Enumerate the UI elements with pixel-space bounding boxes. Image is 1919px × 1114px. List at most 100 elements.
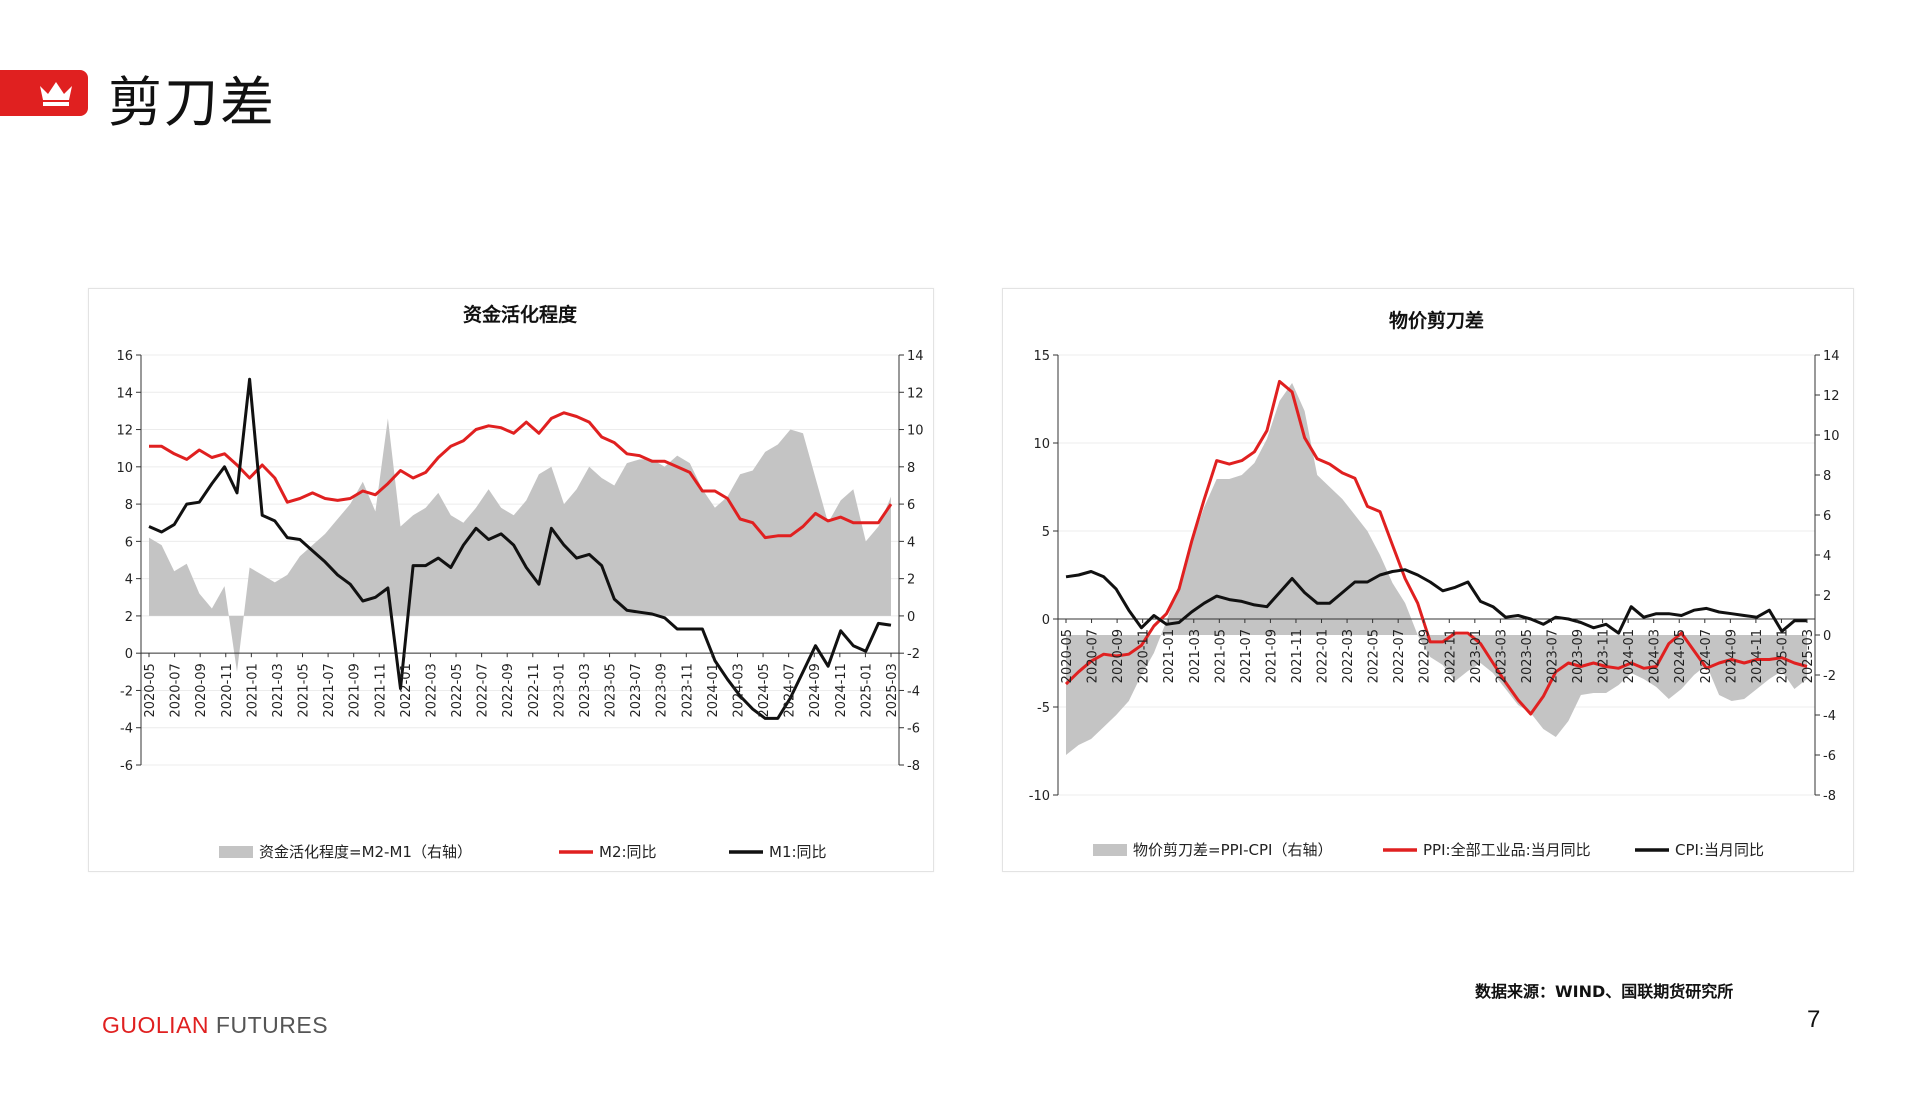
x-tick-label: 2024-07 — [783, 663, 798, 717]
page-number: 7 — [1807, 1006, 1821, 1033]
left-tick-label: 15 — [1033, 349, 1050, 364]
series-area — [149, 418, 891, 672]
right-tick-label: -4 — [1823, 709, 1836, 724]
x-tick-label: 2022-09 — [1418, 629, 1433, 683]
left-tick-label: 0 — [125, 647, 133, 662]
x-tick-label: 2023-11 — [1597, 629, 1612, 683]
x-tick-label: 2022-05 — [1367, 629, 1382, 683]
legend-label: 资金活化程度=M2-M1（右轴） — [259, 843, 472, 861]
x-tick-label: 2023-01 — [1469, 629, 1484, 683]
x-tick-label: 2021-11 — [1290, 629, 1305, 683]
series-line — [1065, 568, 1807, 635]
x-tick-label: 2020-07 — [169, 663, 184, 717]
series-line — [149, 411, 893, 540]
chart-card-fund-activation: 资金活化程度 16 14 12 10 8 6 4 2 0 -2 -4 -6 14 12 10 8 6 4 2 0 -2 -4… — [88, 288, 934, 872]
legend-label: 物价剪刀差=PPI-CPI（右轴） — [1133, 841, 1332, 859]
left-tick-label: 6 — [125, 535, 133, 550]
legend-label: CPI:当月同比 — [1675, 841, 1764, 859]
right-tick-label: -2 — [1823, 669, 1836, 684]
right-tick-label: 2 — [1823, 589, 1831, 604]
x-tick-label: 2023-07 — [629, 663, 644, 717]
x-tick-label: 2025-01 — [1775, 629, 1790, 683]
crown-icon — [40, 82, 72, 106]
legend-label: M2:同比 — [599, 843, 657, 861]
brand-gray: FUTURES — [209, 1012, 329, 1038]
x-tick-label: 2023-09 — [655, 663, 670, 717]
left-tick-label: -5 — [1037, 701, 1050, 716]
chart-title: 物价剪刀差 — [1389, 309, 1484, 332]
right-tick-label: 12 — [1823, 389, 1840, 404]
x-tick-label: 2022-07 — [476, 663, 491, 717]
legend-label: PPI:全部工业品:当月同比 — [1423, 841, 1591, 859]
x-tick-label: 2021-03 — [1188, 629, 1203, 683]
x-tick-label: 2021-01 — [245, 663, 260, 717]
x-tick-label: 2020-07 — [1086, 629, 1101, 683]
left-tick-label: 12 — [116, 424, 133, 439]
page-corner-decoration — [1760, 1000, 1850, 1045]
legend-swatch — [1093, 844, 1127, 856]
x-tick-label: 2021-07 — [1239, 629, 1254, 683]
left-tick-label: 2 — [125, 610, 133, 625]
right-tick-label: 10 — [907, 424, 924, 439]
left-tick-label: 16 — [116, 349, 133, 364]
x-tick-label: 2020-11 — [1137, 629, 1152, 683]
left-tick-label: 10 — [116, 461, 133, 476]
right-tick-label: -2 — [907, 647, 920, 662]
series-line — [148, 377, 892, 720]
right-tick-label: 8 — [907, 461, 915, 476]
x-tick-label: 2024-09 — [808, 663, 823, 717]
left-tick-label: 8 — [125, 498, 133, 513]
x-tick-label: 2021-05 — [297, 663, 312, 717]
left-tick-label: -10 — [1029, 789, 1050, 804]
left-tick-label: 10 — [1033, 437, 1050, 452]
right-tick-label: 2 — [907, 573, 915, 588]
x-tick-label: 2024-01 — [1622, 629, 1637, 683]
left-tick-label: 5 — [1042, 525, 1050, 540]
header-accent-bar — [0, 70, 88, 116]
x-tick-label: 2023-07 — [1545, 629, 1560, 683]
right-tick-label: 10 — [1823, 429, 1840, 444]
left-tick-label: -2 — [120, 684, 133, 699]
x-tick-label: 2024-11 — [1750, 629, 1765, 683]
x-tick-label: 2022-01 — [1316, 629, 1331, 683]
x-tick-label: 2020-05 — [143, 663, 158, 717]
chart-title: 资金活化程度 — [463, 303, 578, 326]
x-tick-label: 2022-01 — [399, 663, 414, 717]
x-tick-label: 2023-11 — [680, 663, 695, 717]
x-tick-label: 2022-11 — [1443, 629, 1458, 683]
x-tick-label: 2021-09 — [348, 663, 363, 717]
x-tick-label: 2021-11 — [373, 663, 388, 717]
x-tick-label: 2024-09 — [1724, 629, 1739, 683]
x-tick-label: 2024-11 — [834, 663, 849, 717]
x-tick-label: 2022-03 — [424, 663, 439, 717]
x-tick-label: 2020-09 — [1111, 629, 1126, 683]
right-tick-label: -8 — [1823, 789, 1836, 804]
x-tick-label: 2021-09 — [1264, 629, 1279, 683]
brand-logo: GUOLIAN FUTURES — [102, 1012, 328, 1039]
right-tick-label: 12 — [907, 386, 924, 401]
right-tick-label: -4 — [907, 684, 920, 699]
right-tick-label: -6 — [907, 722, 920, 737]
x-tick-label: 2023-03 — [1494, 629, 1509, 683]
x-tick-label: 2024-07 — [1699, 629, 1714, 683]
x-tick-label: 2022-03 — [1341, 629, 1356, 683]
x-tick-label: 2020-09 — [194, 663, 209, 717]
right-tick-label: 6 — [1823, 509, 1831, 524]
right-tick-label: -8 — [907, 759, 920, 774]
x-tick-label: 2021-05 — [1213, 629, 1228, 683]
x-tick-label: 2024-01 — [706, 663, 721, 717]
x-tick-label: 2025-03 — [1801, 629, 1816, 683]
x-tick-label: 2024-05 — [757, 663, 772, 717]
x-tick-label: 2020-11 — [220, 663, 235, 717]
chart-fund-activation: 资金活化程度 16 14 12 10 8 6 4 2 0 -2 -4 -6 14 12 10 8 6 4 2 0 -2 -4… — [116, 303, 924, 861]
left-tick-label: 4 — [125, 573, 133, 588]
x-tick-label: 2023-01 — [552, 663, 567, 717]
series-line — [1064, 379, 1808, 716]
right-tick-label: 0 — [1823, 629, 1831, 644]
x-tick-label: 2022-05 — [450, 663, 465, 717]
x-tick-label: 2023-05 — [604, 663, 619, 717]
brand-red: GUOLIAN — [102, 1012, 210, 1038]
x-tick-label: 2023-09 — [1571, 629, 1586, 683]
x-tick-label: 2022-09 — [501, 663, 516, 717]
x-tick-label: 2025-01 — [859, 663, 874, 717]
